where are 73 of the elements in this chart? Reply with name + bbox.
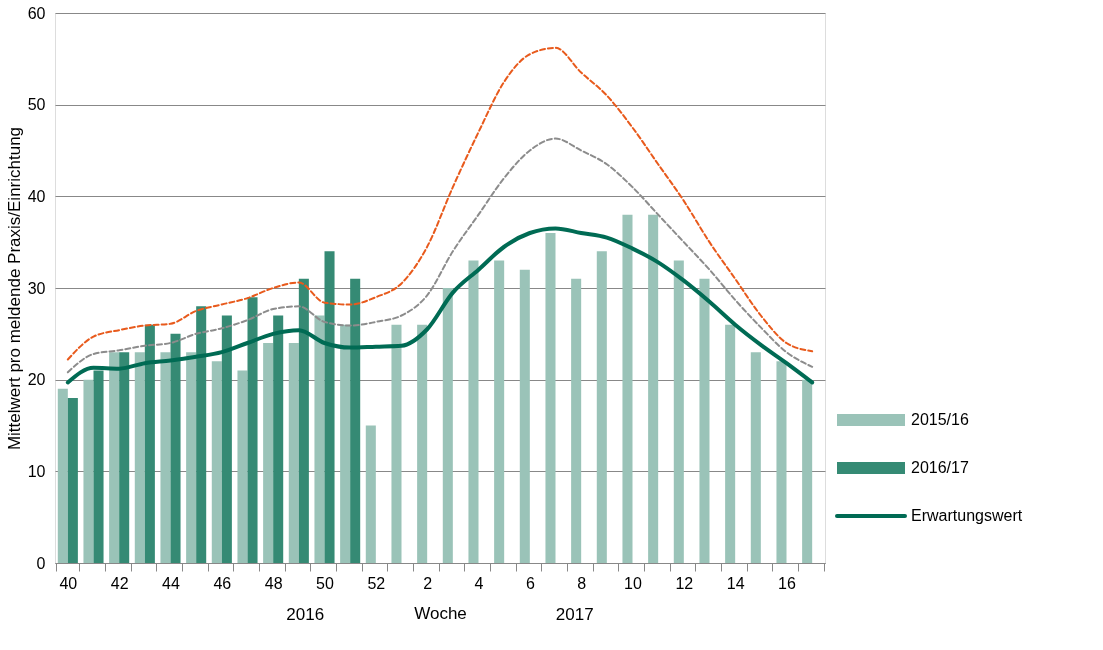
bar [324, 251, 335, 563]
bar [417, 324, 428, 563]
legend-label: 2016/17 [911, 459, 969, 476]
bar [776, 361, 787, 563]
text: 2017 [555, 605, 594, 624]
bar [802, 379, 813, 563]
x-tick-label: 16 [778, 574, 796, 592]
x-tick-label: 52 [367, 574, 386, 592]
bar [109, 352, 120, 563]
x-tick-label: 48 [264, 574, 283, 592]
legend-label: 2015/16 [911, 411, 969, 428]
bar [134, 352, 145, 563]
bar [519, 269, 530, 563]
y-tick-label: 0 [36, 554, 46, 572]
bar [237, 370, 248, 563]
x-tick-label: 46 [213, 574, 232, 592]
bar [186, 352, 197, 563]
y-tick-label: 50 [27, 96, 46, 114]
bar [93, 370, 104, 563]
x-tick-label: 14 [726, 574, 745, 592]
x-tick-label: 4 [474, 574, 484, 592]
y-tick-label: 60 [27, 4, 46, 22]
y-tick-label: 10 [27, 462, 46, 480]
bar [119, 352, 130, 563]
bar [67, 398, 78, 563]
x-tick-label: 42 [110, 574, 129, 592]
x-tick-label: 40 [59, 574, 78, 592]
bar [144, 324, 155, 563]
x-axis-title: Woche [414, 603, 467, 623]
bar [725, 324, 736, 563]
bar [365, 425, 376, 563]
legend-label: Erwartungswert [911, 507, 1023, 524]
bar [83, 379, 94, 563]
x-tick-label: 6 [525, 574, 535, 592]
x-tick-label: 44 [162, 574, 180, 592]
bar [494, 260, 505, 563]
bar [340, 324, 351, 563]
bar [196, 306, 207, 563]
x-tick-label: 8 [577, 574, 587, 592]
bar [468, 260, 479, 563]
bar [571, 278, 582, 563]
bar [221, 315, 232, 563]
x-tick-label: 2 [423, 574, 433, 592]
y-axis-title: Mittelwert pro meldende Praxis/Einrichtung [4, 126, 24, 451]
x-tick-label: 12 [675, 574, 694, 592]
bar [750, 352, 761, 563]
bar [350, 278, 361, 563]
line-series [65, 226, 815, 385]
bar [160, 352, 171, 563]
bar [263, 343, 274, 563]
bar [391, 324, 402, 563]
bar [211, 361, 222, 563]
bar [442, 288, 453, 563]
x-tick-label: 10 [624, 574, 642, 592]
x-tick-label: 50 [316, 574, 334, 592]
bar [170, 333, 181, 563]
bar [288, 343, 299, 563]
bar [648, 214, 659, 563]
bar [622, 214, 633, 563]
bar [247, 297, 258, 563]
y-tick-label: 30 [27, 279, 46, 297]
bar [545, 233, 556, 563]
bar [57, 388, 68, 563]
y-tick-label: 20 [27, 371, 46, 389]
bar [298, 278, 309, 563]
line-series [66, 46, 814, 361]
bar [699, 278, 710, 563]
bar [673, 260, 684, 563]
text: 2016 [286, 605, 325, 624]
bar [273, 315, 284, 563]
bar [314, 315, 325, 563]
bar [596, 251, 607, 563]
y-tick-label: 40 [27, 187, 46, 205]
